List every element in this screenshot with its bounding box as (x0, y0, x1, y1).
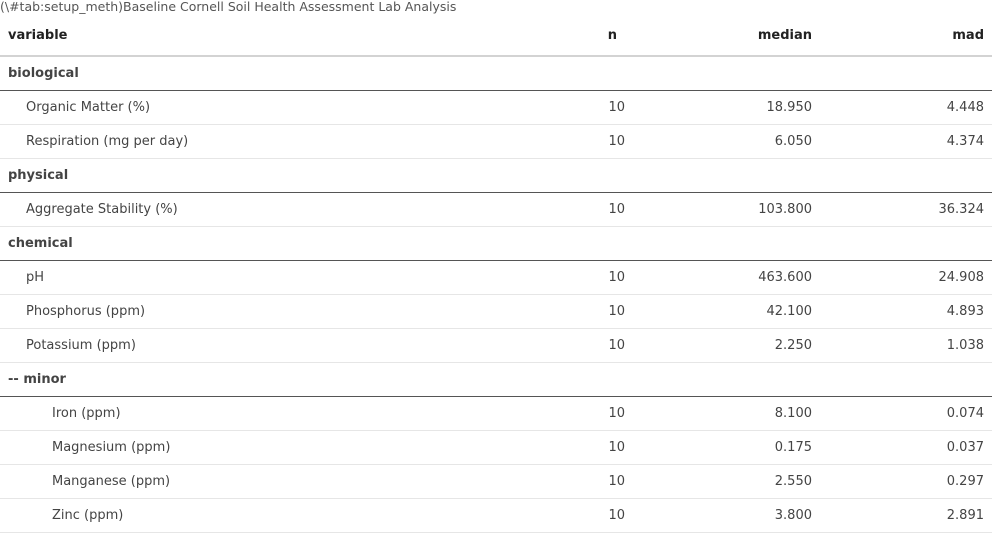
cell-variable: Manganese (ppm) (0, 464, 520, 499)
cell-n: 10 (520, 430, 625, 465)
table-row: Respiration (mg per day) 10 6.050 4.374 (0, 124, 992, 159)
table-row: Magnesium (ppm) 10 0.175 0.037 (0, 430, 992, 465)
cell-mad: 2.891 (820, 498, 992, 533)
group-row: chemical (0, 226, 992, 261)
cell-median: 2.250 (625, 328, 820, 363)
cell-n: 10 (520, 90, 625, 125)
cell-median: 0.175 (625, 430, 820, 465)
table-row: Manganese (ppm) 10 2.550 0.297 (0, 464, 992, 499)
cell-variable: Zinc (ppm) (0, 498, 520, 533)
cell-mad: 0.074 (820, 396, 992, 431)
cell-mad: 36.324 (820, 192, 992, 227)
cell-median: 463.600 (625, 260, 820, 295)
table-row: Iron (ppm) 10 8.100 0.074 (0, 396, 992, 431)
cell-mad: 0.297 (820, 464, 992, 499)
cell-mad: 4.448 (820, 90, 992, 125)
cell-variable: Potassium (ppm) (0, 328, 520, 363)
column-header-median[interactable]: median (625, 16, 820, 57)
cell-variable: pH (0, 260, 520, 295)
cell-n: 10 (520, 192, 625, 227)
table-row: pH 10 463.600 24.908 (0, 260, 992, 295)
table-caption: (\#tab:setup_meth)Baseline Cornell Soil … (0, 0, 457, 14)
group-row: biological (0, 56, 992, 91)
cell-median: 103.800 (625, 192, 820, 227)
table-row: Phosphorus (ppm) 10 42.100 4.893 (0, 294, 992, 329)
table-row: Potassium (ppm) 10 2.250 1.038 (0, 328, 992, 363)
header-row: variable n median mad (0, 16, 992, 57)
cell-n: 10 (520, 260, 625, 295)
cell-variable: Organic Matter (%) (0, 90, 520, 125)
cell-variable: Iron (ppm) (0, 396, 520, 431)
table-body: biological Organic Matter (%) 10 18.950 4.44… (0, 56, 992, 533)
group-label: biological (0, 56, 992, 91)
table-row: Organic Matter (%) 10 18.950 4.448 (0, 90, 992, 125)
cell-n: 10 (520, 124, 625, 159)
cell-variable: Aggregate Stability (%) (0, 192, 520, 227)
cell-n: 10 (520, 396, 625, 431)
group-label: chemical (0, 226, 992, 261)
cell-median: 6.050 (625, 124, 820, 159)
group-label: -- minor (0, 362, 992, 397)
cell-n: 10 (520, 464, 625, 499)
group-row: -- minor (0, 362, 992, 397)
table-header: variable n median mad (0, 16, 992, 57)
cell-n: 10 (520, 294, 625, 329)
cell-mad: 1.038 (820, 328, 992, 363)
column-header-n[interactable]: n (520, 16, 625, 57)
soil-health-table: variable n median mad biological Organic … (0, 16, 992, 533)
cell-median: 42.100 (625, 294, 820, 329)
cell-n: 10 (520, 498, 625, 533)
cell-median: 2.550 (625, 464, 820, 499)
group-row: physical (0, 158, 992, 193)
cell-mad: 4.374 (820, 124, 992, 159)
cell-median: 3.800 (625, 498, 820, 533)
cell-n: 10 (520, 328, 625, 363)
cell-variable: Phosphorus (ppm) (0, 294, 520, 329)
cell-variable: Respiration (mg per day) (0, 124, 520, 159)
cell-variable: Magnesium (ppm) (0, 430, 520, 465)
table-row: Aggregate Stability (%) 10 103.800 36.324 (0, 192, 992, 227)
cell-mad: 24.908 (820, 260, 992, 295)
cell-median: 18.950 (625, 90, 820, 125)
cell-mad: 0.037 (820, 430, 992, 465)
group-label: physical (0, 158, 992, 193)
column-header-variable[interactable]: variable (0, 16, 520, 57)
cell-mad: 4.893 (820, 294, 992, 329)
column-header-mad[interactable]: mad (820, 16, 992, 57)
table-row: Zinc (ppm) 10 3.800 2.891 (0, 498, 992, 533)
cell-median: 8.100 (625, 396, 820, 431)
